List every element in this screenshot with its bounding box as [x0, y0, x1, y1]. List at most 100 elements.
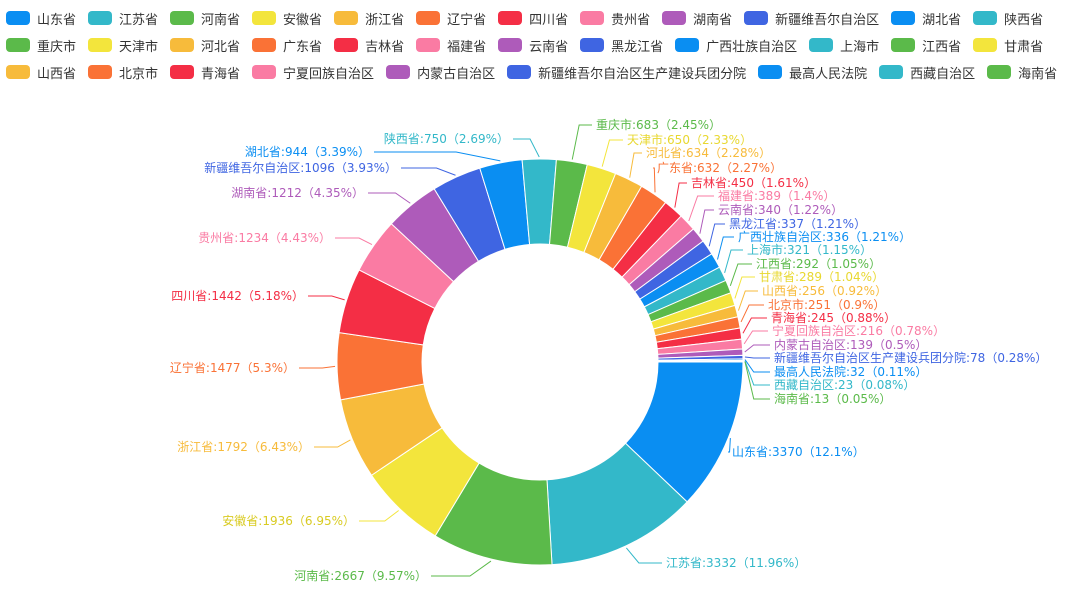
data-label: 北京市:251（0.9%） [768, 297, 885, 312]
data-label: 陕西省:750（2.69%） [384, 131, 509, 146]
legend-label: 安徽省 [283, 12, 323, 28]
legend-swatch [252, 38, 277, 52]
legend-item[interactable]: 浙江省 [334, 8, 404, 28]
legend-swatch [416, 38, 441, 52]
legend-item[interactable]: 辽宁省 [416, 8, 486, 28]
legend-item[interactable]: 江苏省 [88, 8, 158, 28]
legend-item[interactable]: 陕西省 [973, 8, 1043, 28]
legend-swatch [6, 38, 30, 52]
legend-item[interactable]: 海南省 [987, 62, 1057, 82]
legend-item[interactable]: 天津市 [88, 35, 158, 55]
legend-item[interactable]: 福建省 [416, 35, 486, 55]
legend-swatch [675, 38, 700, 52]
legend-item[interactable]: 新疆维吾尔自治区 [744, 8, 879, 28]
label-leader-line [744, 344, 770, 353]
legend-item[interactable]: 黑龙江省 [580, 35, 663, 55]
label-leader-line [740, 304, 764, 323]
legend-item[interactable]: 宁夏回族自治区 [252, 62, 374, 82]
label-leader-line [513, 138, 540, 158]
legend-item[interactable]: 广西壮族自治区 [675, 35, 797, 55]
data-label: 天津市:650（2.33%） [627, 132, 752, 147]
label-leader-line [401, 167, 456, 176]
legend-swatch [170, 38, 195, 52]
label-leader-line [359, 510, 399, 522]
data-label: 辽宁省:1477（5.3%） [170, 360, 295, 375]
label-leader-line [688, 195, 714, 222]
data-label: 安徽省:1936（6.95%） [222, 513, 355, 528]
legend-swatch [809, 38, 834, 52]
legend-label: 湖南省 [693, 12, 733, 28]
legend-item[interactable]: 内蒙古自治区 [386, 62, 495, 82]
legend-label: 河北省 [201, 39, 241, 55]
legend-label: 黑龙江省 [611, 39, 664, 55]
label-leader-line [368, 192, 411, 204]
legend-label: 辽宁省 [447, 12, 487, 28]
data-label: 上海市:321（1.15%） [747, 242, 872, 257]
label-leader-line [708, 223, 725, 247]
legend-item[interactable]: 四川省 [498, 8, 568, 28]
legend-swatch [88, 11, 113, 25]
data-label: 河南省:2667（9.57%） [294, 568, 427, 583]
legend-swatch [252, 65, 277, 79]
legend: 山东省 江苏省 河南省 安徽省 浙江省 辽宁省 四川省 贵州省 湖南省 新疆维吾尔自治区 湖北省 陕西… [6, 8, 1074, 82]
data-label: 黑龙江省:337（1.21%） [729, 217, 866, 231]
legend-swatch [891, 38, 916, 52]
legend-item[interactable]: 西藏自治区 [879, 62, 975, 82]
legend-swatch [973, 38, 998, 52]
label-leader-line [653, 167, 656, 193]
legend-item[interactable]: 山东省 [6, 8, 76, 28]
legend-item[interactable]: 云南省 [498, 35, 568, 55]
data-label: 贵州省:1234（4.43%） [198, 231, 331, 245]
legend-swatch [891, 11, 916, 25]
label-leader-line [431, 560, 492, 577]
label-leader-line [717, 236, 734, 260]
legend-item[interactable]: 青海省 [170, 62, 240, 82]
legend-item[interactable]: 最高人民法院 [758, 62, 867, 82]
label-leader-line [744, 360, 770, 386]
pie-slice[interactable] [657, 360, 744, 363]
data-label: 新疆维吾尔自治区:1096（3.93%） [204, 160, 397, 175]
legend-item[interactable]: 贵州省 [580, 8, 650, 28]
data-label: 广西壮族自治区:336（1.21%） [738, 230, 911, 244]
legend-label: 陕西省 [1004, 12, 1044, 28]
legend-swatch [744, 11, 769, 25]
legend-item[interactable]: 甘肃省 [973, 35, 1043, 55]
legend-item[interactable]: 新疆维吾尔自治区生产建设兵团分院 [507, 62, 746, 82]
data-label: 福建省:389（1.4%） [718, 188, 835, 203]
legend-swatch [6, 11, 30, 25]
legend-item[interactable]: 广东省 [252, 35, 322, 55]
legend-swatch [498, 11, 523, 25]
legend-item[interactable]: 重庆市 [6, 35, 76, 55]
legend-item[interactable]: 江西省 [891, 35, 961, 55]
legend-swatch [987, 65, 1012, 79]
legend-label: 宁夏回族自治区 [283, 66, 375, 82]
legend-item[interactable]: 上海市 [809, 35, 879, 55]
data-label: 河北省:634（2.28%） [646, 146, 771, 160]
legend-item[interactable]: 湖北省 [891, 8, 961, 28]
data-label: 山东省:3370（12.1%） [732, 445, 865, 459]
legend-label: 广东省 [283, 39, 323, 55]
legend-item[interactable]: 山西省 [6, 62, 76, 82]
legend-label: 云南省 [529, 39, 569, 55]
legend-label: 贵州省 [611, 12, 651, 28]
label-leader-line [314, 439, 351, 448]
legend-label: 江西省 [922, 39, 962, 55]
data-label: 甘肃省:289（1.04%） [759, 270, 884, 284]
legend-label: 山西省 [37, 66, 77, 82]
legend-swatch [88, 65, 113, 79]
label-leader-line [601, 139, 623, 167]
legend-label: 江苏省 [119, 12, 159, 28]
legend-label: 福建省 [447, 39, 487, 55]
legend-item[interactable]: 吉林省 [334, 35, 404, 55]
legend-item[interactable]: 北京市 [88, 62, 158, 82]
legend-label: 山东省 [37, 12, 77, 28]
data-label: 广东省:632（2.27%） [657, 161, 782, 175]
data-label: 四川省:1442（5.18%） [171, 289, 304, 303]
legend-swatch [973, 11, 998, 25]
legend-item[interactable]: 河北省 [170, 35, 240, 55]
label-leader-line [744, 356, 770, 359]
legend-item[interactable]: 河南省 [170, 8, 240, 28]
legend-item[interactable]: 安徽省 [252, 8, 322, 28]
legend-item[interactable]: 湖南省 [662, 8, 732, 28]
